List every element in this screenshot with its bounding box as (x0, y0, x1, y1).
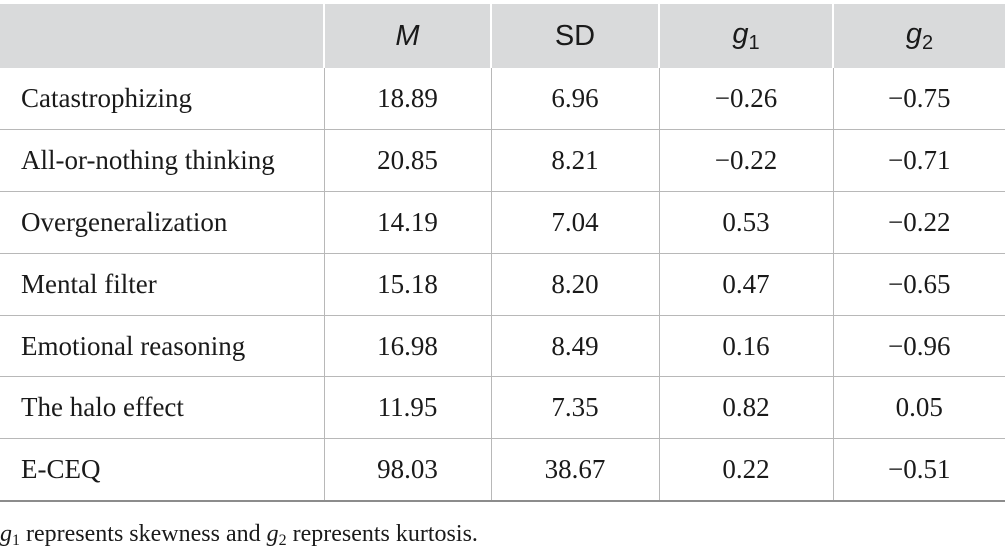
cell-mean: 98.03 (323, 438, 491, 501)
cell-g2: −0.51 (832, 438, 1005, 501)
note-sub-1: 1 (12, 532, 20, 549)
header-mean: M (323, 4, 491, 68)
note-symbol-g1: g (0, 521, 12, 547)
cell-sd: 7.04 (490, 191, 659, 254)
row-label: Catastrophizing (21, 83, 192, 114)
cell-g2: −0.22 (832, 191, 1005, 254)
cell-g1: 0.53 (658, 191, 833, 254)
row-label: All-or-nothing thinking (21, 145, 275, 176)
table-footnote: g1 represents skewness and g2 represents… (0, 521, 478, 550)
cell-mean: 18.89 (323, 68, 491, 130)
row-label: The halo effect (21, 392, 184, 423)
cell-sd: 8.49 (490, 315, 659, 377)
table-row: Catastrophizing 18.89 6.96 −0.26 −0.75 (0, 68, 1005, 130)
cell-mean: 20.85 (323, 129, 491, 192)
cell-mean: 14.19 (323, 191, 491, 254)
cell-sd: 6.96 (490, 68, 659, 130)
row-label: Emotional reasoning (21, 330, 246, 361)
header-g2: g2 (832, 4, 1005, 68)
descriptive-statistics-table: M SD g1 g2 Catastrophizing 18.89 6.96 −0… (0, 4, 1005, 502)
header-sd: SD (490, 4, 659, 68)
table-row: All-or-nothing thinking 20.85 8.21 −0.22… (0, 129, 1005, 192)
note-text-skewness: represents skewness and (20, 521, 267, 547)
cell-g2: −0.71 (832, 129, 1005, 192)
note-symbol-g2: g (266, 521, 279, 547)
cell-g2: −0.65 (832, 253, 1005, 316)
cell-g1: −0.22 (658, 129, 833, 192)
note-text-kurtosis: represents kurtosis. (286, 521, 478, 547)
cell-sd: 8.20 (490, 253, 659, 316)
cell-mean: 15.18 (323, 253, 491, 316)
row-label: Mental filter (21, 268, 157, 299)
table-row: Overgeneralization 14.19 7.04 0.53 −0.22 (0, 191, 1005, 254)
cell-mean: 16.98 (323, 315, 491, 377)
cell-g1: 0.82 (658, 376, 833, 439)
row-label: E-CEQ (21, 453, 101, 484)
cell-g1: −0.26 (658, 68, 833, 130)
table-row: The halo effect 11.95 7.35 0.82 0.05 (0, 376, 1005, 439)
cell-g1: 0.16 (658, 315, 833, 377)
cell-g1: 0.47 (658, 253, 833, 316)
cell-g2: −0.75 (832, 68, 1005, 130)
table-row: Mental filter 15.18 8.20 0.47 −0.65 (0, 253, 1005, 316)
cell-mean: 11.95 (323, 376, 491, 439)
cell-sd: 8.21 (490, 129, 659, 192)
cell-sd: 38.67 (490, 438, 659, 501)
row-label: Overgeneralization (21, 206, 228, 237)
cell-sd: 7.35 (490, 376, 659, 439)
header-row: M SD g1 g2 (0, 4, 1005, 68)
note-sub-2: 2 (278, 532, 287, 549)
header-label-column (0, 4, 324, 68)
table-row: E-CEQ 98.03 38.67 0.22 −0.51 (0, 438, 1005, 501)
cell-g2: 0.05 (832, 376, 1005, 439)
header-g1: g1 (658, 4, 833, 68)
table-row: Emotional reasoning 16.98 8.49 0.16 −0.9… (0, 315, 1005, 377)
cell-g1: 0.22 (658, 438, 833, 501)
cell-g2: −0.96 (832, 315, 1005, 377)
